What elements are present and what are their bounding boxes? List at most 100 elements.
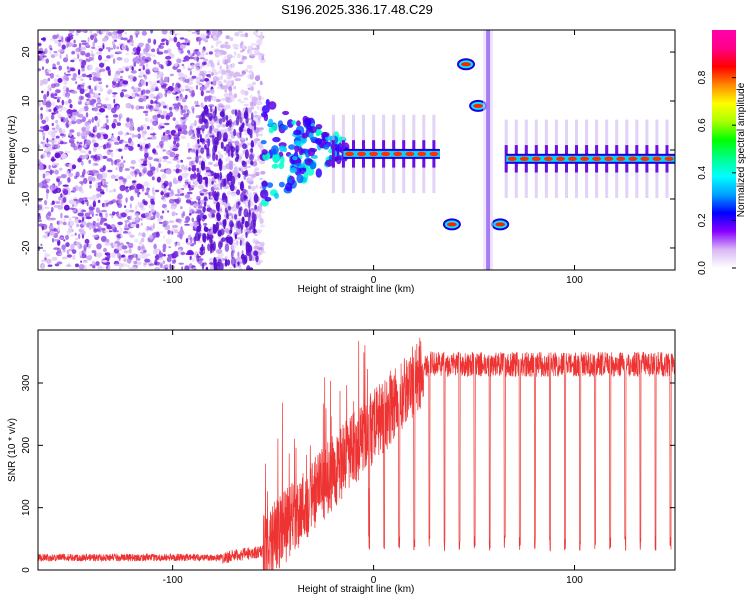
spectrogram-noise-speck [198, 155, 202, 159]
spectrogram-noise-speck [105, 66, 111, 71]
spectrogram-noise-speck [96, 222, 101, 228]
spectrogram-streak [216, 202, 220, 212]
spectrogram-line-peak [381, 151, 391, 157]
spectrogram-noise-speck [134, 238, 139, 243]
spectrogram-noise-speck [40, 107, 43, 111]
spectrogram-streak [196, 172, 201, 178]
spectrogram-noise-speck [107, 88, 112, 95]
spectrogram-noise-speck [95, 207, 100, 213]
spectrogram-noise-speck [125, 53, 130, 56]
spectrogram-noise-speck [130, 70, 137, 74]
spectrogram-noise-speck [199, 160, 202, 166]
spectrogram-noise-speck [255, 44, 260, 47]
spectrogram-noise-speck [245, 137, 248, 141]
spectrogram-noise-speck [47, 211, 52, 217]
spectrogram-noise-speck [99, 189, 104, 192]
spectrogram-streak [235, 201, 240, 209]
spectrogram-noise-speck [196, 36, 199, 43]
spectrogram-noise-speck [96, 71, 100, 78]
spectrogram-streak [235, 149, 239, 156]
spectrogram-noise-speck [161, 38, 165, 43]
spectrogram-noise-speck [175, 127, 182, 130]
spectrogram-noise-speck [42, 135, 45, 141]
spectrogram-noise-speck [241, 234, 244, 238]
spectrogram-line-peak [604, 156, 614, 161]
spectrogram-noise-speck [161, 204, 167, 209]
spectrogram-noise-speck [89, 53, 95, 56]
spectrogram-noise-speck [135, 223, 140, 229]
spectrogram-transition-blob [260, 189, 269, 199]
spectrogram-noise-speck [98, 193, 102, 196]
spectrogram-noise-speck [159, 42, 165, 46]
spectrogram-noise-speck [129, 215, 133, 220]
spectrogram-noise-speck [177, 188, 184, 195]
spectrogram-streak [199, 138, 205, 143]
spectrogram-noise-speck [162, 248, 166, 253]
spectrogram-noise-speck [160, 126, 165, 129]
spectrogram-noise-speck [51, 112, 56, 115]
spectrogram-noise-speck [229, 266, 232, 269]
spectrogram-noise-speck [69, 138, 75, 144]
spectrogram-xlabel: Height of straight line (km) [298, 284, 415, 295]
spectrogram-noise-speck [61, 141, 68, 145]
spectrogram-transition-blob [304, 117, 312, 127]
spectrogram-streak [197, 138, 200, 145]
spectrogram-noise-speck [105, 84, 109, 88]
spectrogram-noise-speck [220, 74, 223, 80]
spectrogram-noise-speck [258, 95, 262, 101]
spectrogram-noise-speck [80, 260, 83, 263]
spectrogram-noise-speck [254, 49, 260, 56]
spectrogram-noise-speck [139, 251, 146, 254]
spectrogram-noise-speck [209, 226, 213, 230]
spectrogram-noise-speck [187, 30, 192, 33]
spectrogram-noise-speck [77, 208, 82, 214]
spectrogram-line-peak [616, 156, 626, 161]
spectrogram-streak [237, 173, 241, 179]
spectrogram-noise-speck [246, 165, 252, 168]
spectrogram-noise-speck [90, 34, 94, 41]
spectrogram-noise-speck [180, 108, 184, 116]
spectrogram-noise-speck [126, 117, 130, 123]
spectrogram-noise-speck [84, 199, 88, 202]
spectrogram-noise-speck [81, 127, 86, 135]
spectrogram-noise-speck [255, 171, 260, 177]
spectrogram-streak [221, 113, 226, 123]
spectrogram-noise-speck [210, 81, 214, 85]
spectrogram-streak [225, 122, 229, 127]
spectrogram-noise-speck [85, 130, 91, 136]
spectrogram-noise-speck [108, 189, 115, 193]
spectrogram-line-peak [628, 156, 638, 161]
spectrogram-noise-speck [57, 113, 62, 119]
spectrogram-streak [234, 233, 237, 240]
spectrogram-noise-speck [78, 233, 81, 240]
spectrogram-noise-speck [131, 92, 136, 98]
spectrogram-noise-speck [67, 263, 70, 267]
spectrogram-streak [203, 225, 207, 232]
spectrogram-noise-speck [180, 251, 186, 256]
spectrogram-noise-speck [88, 100, 95, 106]
spectrogram-noise-speck [100, 235, 107, 243]
spectrogram-noise-speck [143, 110, 149, 114]
spectrogram-streak [245, 241, 250, 248]
spectrogram-peak-core [495, 222, 506, 227]
spectrogram-noise-speck [162, 110, 168, 116]
spectrogram-streak [245, 107, 248, 115]
spectrogram-streak [229, 172, 233, 179]
spectrogram-noise-speck [172, 259, 177, 263]
spectrogram-noise-speck [124, 227, 130, 231]
spectrogram-noise-speck [117, 135, 121, 141]
spectrogram-noise-speck [152, 148, 156, 154]
spectrogram-noise-speck [143, 181, 150, 187]
spectrogram-streak [223, 146, 226, 152]
spectrogram-streak [254, 204, 257, 210]
spectrogram-noise-speck [45, 116, 49, 123]
spectrogram-transition-blob [296, 120, 301, 127]
spectrogram-noise-speck [86, 74, 93, 78]
spectrogram-noise-speck [129, 234, 135, 238]
spectrogram-noise-speck [143, 48, 148, 55]
spectrogram-transition-blob [270, 145, 279, 155]
spectrogram-noise-speck [131, 104, 134, 110]
spectrogram-noise-speck [161, 210, 165, 214]
spectrogram-noise-speck [126, 104, 129, 107]
spectrogram-noise-speck [184, 223, 190, 226]
